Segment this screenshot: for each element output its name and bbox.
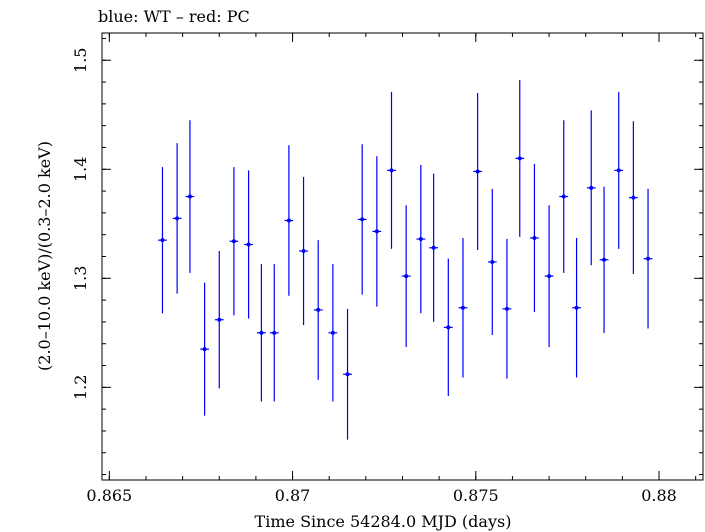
- point-marker: [345, 372, 350, 377]
- point-marker: [246, 242, 251, 247]
- point-marker: [418, 237, 423, 242]
- point-marker: [460, 305, 465, 310]
- data-point: [401, 205, 411, 347]
- data-point: [372, 156, 382, 307]
- point-marker: [330, 330, 335, 335]
- point-marker: [574, 305, 579, 310]
- point-marker: [272, 330, 277, 335]
- y-axis: 1.2 1.3 1.4 1.5: [71, 37, 703, 476]
- x-tick-label: 0.87: [275, 486, 311, 505]
- data-point: [257, 264, 266, 402]
- point-marker: [589, 185, 594, 190]
- point-marker: [175, 216, 180, 221]
- point-marker: [475, 169, 480, 174]
- point-marker: [602, 257, 607, 262]
- point-marker: [631, 195, 636, 200]
- point-marker: [646, 256, 651, 261]
- point-marker: [231, 239, 236, 244]
- data-point: [586, 110, 596, 266]
- point-marker: [490, 259, 495, 264]
- y-tick-label: 1.4: [71, 157, 90, 182]
- point-marker: [446, 325, 451, 330]
- data-point: [458, 237, 468, 378]
- point-marker: [301, 249, 306, 254]
- point-marker: [202, 347, 207, 352]
- point-marker: [360, 217, 365, 222]
- data-point: [416, 164, 426, 314]
- data-point: [185, 120, 195, 273]
- point-marker: [316, 307, 321, 312]
- point-marker: [389, 168, 394, 173]
- data-point: [200, 282, 210, 416]
- x-axis: 0.865 0.87 0.875 0.88: [86, 33, 697, 505]
- data-point: [572, 237, 581, 378]
- y-tick-label: 1.3: [71, 266, 90, 291]
- data-point: [299, 176, 308, 326]
- point-marker: [160, 238, 165, 243]
- data-point: [614, 91, 624, 249]
- data-point: [530, 163, 539, 313]
- point-marker: [504, 306, 509, 311]
- data-point: [284, 145, 294, 296]
- data-point: [643, 188, 653, 329]
- data-point: [357, 144, 367, 295]
- point-marker: [374, 229, 379, 234]
- data-point: [214, 251, 224, 389]
- point-marker: [532, 235, 537, 240]
- data-point: [229, 167, 239, 316]
- x-tick-label: 0.875: [453, 486, 499, 505]
- data-point: [599, 186, 609, 333]
- y-tick-label: 1.2: [71, 375, 90, 400]
- data-point: [269, 264, 279, 402]
- point-marker: [517, 156, 522, 161]
- data-point: [487, 188, 497, 335]
- x-axis-label: Time Since 54284.0 MJD (days): [255, 512, 512, 531]
- point-marker: [431, 245, 436, 250]
- data-point: [628, 121, 638, 274]
- data-point: [387, 91, 396, 249]
- point-marker: [561, 194, 566, 199]
- plot-frame: [101, 32, 704, 481]
- point-marker: [286, 218, 291, 223]
- data-point: [559, 120, 569, 273]
- data-point: [515, 79, 525, 237]
- data-point: [443, 258, 453, 397]
- data-point: [244, 170, 253, 319]
- y-tick-label: 1.5: [71, 48, 90, 73]
- point-marker: [187, 194, 192, 199]
- point-marker: [547, 274, 552, 279]
- chart-title: blue: WT – red: PC: [98, 7, 250, 26]
- data-point: [544, 205, 554, 347]
- x-tick-label: 0.865: [86, 486, 132, 505]
- point-marker: [259, 330, 264, 335]
- point-marker: [616, 168, 621, 173]
- data-point: [502, 239, 512, 379]
- x-tick-label: 0.88: [641, 486, 677, 505]
- data-point: [473, 92, 483, 250]
- data-point: [158, 167, 167, 314]
- point-marker: [217, 317, 222, 322]
- data-series: [158, 79, 653, 440]
- data-point: [313, 240, 323, 380]
- data-point: [328, 264, 338, 402]
- point-marker: [404, 274, 409, 279]
- data-point: [429, 173, 439, 322]
- data-point: [172, 143, 182, 294]
- y-axis-label: (2.0–10.0 keV)/(0.3–2.0 keV): [35, 141, 54, 371]
- data-point: [343, 308, 352, 440]
